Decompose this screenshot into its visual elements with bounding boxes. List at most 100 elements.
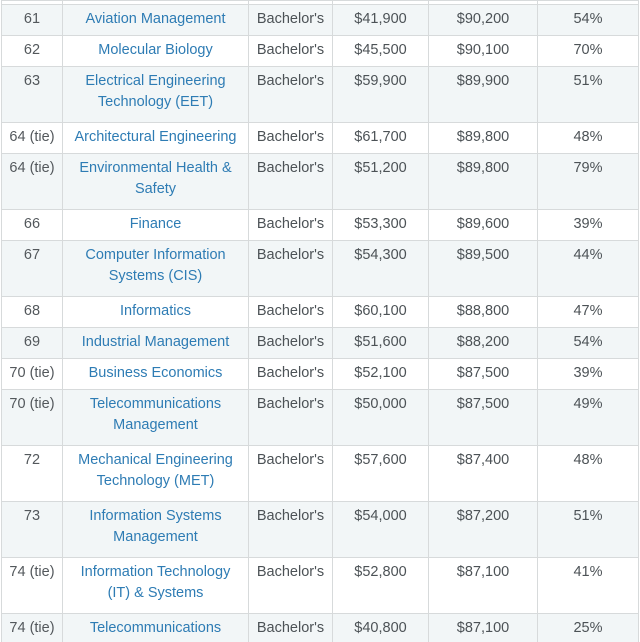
major-link[interactable]: Molecular Biology xyxy=(98,42,213,58)
major-cell: Business Economics xyxy=(62,358,249,390)
table-row: 74 (tie) Telecommunications Bachelor's $40,… xyxy=(1,613,639,642)
major-link[interactable]: Computer Information Systems (CIS) xyxy=(85,247,226,284)
early-pay-cell: $52,800 xyxy=(332,557,429,614)
major-cell: Aviation Management xyxy=(62,4,249,36)
table-row: 72 Mechanical Engineering Technology (MET… xyxy=(1,445,639,502)
degree-cell: Bachelor's xyxy=(248,557,333,614)
major-cell: Environmental Health & Safety xyxy=(62,153,249,210)
mid-pay-cell: $87,100 xyxy=(428,613,538,642)
table-row: 64 (tie) Environmental Health & Safety Bac… xyxy=(1,153,639,210)
early-pay-cell: $45,500 xyxy=(332,35,429,67)
rank-cell: 68 xyxy=(1,296,63,328)
high-meaning-cell: 70% xyxy=(537,35,639,67)
major-link[interactable]: Environmental Health & Safety xyxy=(79,160,232,197)
major-link[interactable]: Information Systems Management xyxy=(89,508,222,545)
major-link[interactable]: Industrial Management xyxy=(81,334,230,350)
degree-cell: Bachelor's xyxy=(248,240,333,297)
table-row: 73 Information Systems Management Bachelor… xyxy=(1,501,639,558)
high-meaning-cell: 39% xyxy=(537,358,639,390)
early-pay-cell: $40,800 xyxy=(332,613,429,642)
early-pay-cell: $57,600 xyxy=(332,445,429,502)
table-row: 66 Finance Bachelor's $53,300 $89,600 39% xyxy=(1,209,639,241)
major-link[interactable]: Telecommunications xyxy=(89,620,222,636)
major-link[interactable]: Aviation Management xyxy=(85,11,226,27)
major-link[interactable]: Mechanical Engineering Technology (MET) xyxy=(78,452,233,489)
rank-cell: 74 (tie) xyxy=(1,557,63,614)
mid-pay-cell: $89,800 xyxy=(428,122,538,154)
table-row: 63 Electrical Engineering Technology (EET… xyxy=(1,66,639,123)
high-meaning-cell: 79% xyxy=(537,153,639,210)
degree-cell: Bachelor's xyxy=(248,327,333,359)
high-meaning-cell: 54% xyxy=(537,4,639,36)
high-meaning-cell: 41% xyxy=(537,557,639,614)
mid-pay-cell: $89,500 xyxy=(428,240,538,297)
high-meaning-cell: 47% xyxy=(537,296,639,328)
early-pay-cell: $52,100 xyxy=(332,358,429,390)
major-cell: Electrical Engineering Technology (EET) xyxy=(62,66,249,123)
table-row: 68 Informatics Bachelor's $60,100 $88,800 47% xyxy=(1,296,639,328)
major-link[interactable]: Telecommunications Management xyxy=(89,396,222,433)
degree-cell: Bachelor's xyxy=(248,389,333,446)
table-row: 70 (tie) Business Economics Bachelor's $52,… xyxy=(1,358,639,390)
major-link[interactable]: Business Economics xyxy=(88,365,223,381)
rank-cell: 70 (tie) xyxy=(1,389,63,446)
early-pay-cell: $51,600 xyxy=(332,327,429,359)
table-row: 61 Aviation Management Bachelor's $41,900 $9… xyxy=(1,4,639,36)
high-meaning-cell: 51% xyxy=(537,501,639,558)
mid-pay-cell: $89,600 xyxy=(428,209,538,241)
major-link[interactable]: Finance xyxy=(129,216,182,232)
rank-cell: 62 xyxy=(1,35,63,67)
major-link[interactable]: Information Technology (IT) & Systems xyxy=(80,564,231,601)
high-meaning-cell: 48% xyxy=(537,445,639,502)
table-row: 69 Industrial Management Bachelor's $51,600… xyxy=(1,327,639,359)
degree-cell: Bachelor's xyxy=(248,4,333,36)
major-cell: Molecular Biology xyxy=(62,35,249,67)
early-pay-cell: $61,700 xyxy=(332,122,429,154)
mid-pay-cell: $88,800 xyxy=(428,296,538,328)
mid-pay-cell: $87,200 xyxy=(428,501,538,558)
rank-cell: 64 (tie) xyxy=(1,122,63,154)
mid-pay-cell: $87,500 xyxy=(428,358,538,390)
degree-cell: Bachelor's xyxy=(248,613,333,642)
major-link[interactable]: Architectural Engineering xyxy=(74,129,237,145)
early-pay-cell: $51,200 xyxy=(332,153,429,210)
degree-cell: Bachelor's xyxy=(248,122,333,154)
degree-cell: Bachelor's xyxy=(248,445,333,502)
early-pay-cell: $54,300 xyxy=(332,240,429,297)
major-cell: Information Systems Management xyxy=(62,501,249,558)
high-meaning-cell: 48% xyxy=(537,122,639,154)
mid-pay-cell: $89,900 xyxy=(428,66,538,123)
degree-cell: Bachelor's xyxy=(248,153,333,210)
major-cell: Mechanical Engineering Technology (MET) xyxy=(62,445,249,502)
early-pay-cell: $60,100 xyxy=(332,296,429,328)
degree-cell: Bachelor's xyxy=(248,66,333,123)
table-row: 62 Molecular Biology Bachelor's $45,500 $90,… xyxy=(1,35,639,67)
early-pay-cell: $54,000 xyxy=(332,501,429,558)
high-meaning-cell: 49% xyxy=(537,389,639,446)
mid-pay-cell: $90,100 xyxy=(428,35,538,67)
degree-cell: Bachelor's xyxy=(248,358,333,390)
rank-cell: 61 xyxy=(1,4,63,36)
mid-pay-cell: $90,200 xyxy=(428,4,538,36)
major-cell: Computer Information Systems (CIS) xyxy=(62,240,249,297)
major-link[interactable]: Electrical Engineering Technology (EET) xyxy=(85,73,226,110)
table-row: 74 (tie) Information Technology (IT) & Sy… xyxy=(1,557,639,614)
early-pay-cell: $53,300 xyxy=(332,209,429,241)
major-cell: Architectural Engineering xyxy=(62,122,249,154)
major-cell: Telecommunications Management xyxy=(62,389,249,446)
degree-cell: Bachelor's xyxy=(248,35,333,67)
rank-cell: 63 xyxy=(1,66,63,123)
mid-pay-cell: $87,400 xyxy=(428,445,538,502)
high-meaning-cell: 54% xyxy=(537,327,639,359)
major-cell: Industrial Management xyxy=(62,327,249,359)
rank-cell: 73 xyxy=(1,501,63,558)
major-cell: Finance xyxy=(62,209,249,241)
major-link[interactable]: Informatics xyxy=(120,303,191,319)
high-meaning-cell: 51% xyxy=(537,66,639,123)
high-meaning-cell: 44% xyxy=(537,240,639,297)
table-row: 67 Computer Information Systems (CIS) Bach… xyxy=(1,240,639,297)
major-cell: Telecommunications xyxy=(62,613,249,642)
high-meaning-cell: 39% xyxy=(537,209,639,241)
table-row: 70 (tie) Telecommunications Management Bac… xyxy=(1,389,639,446)
